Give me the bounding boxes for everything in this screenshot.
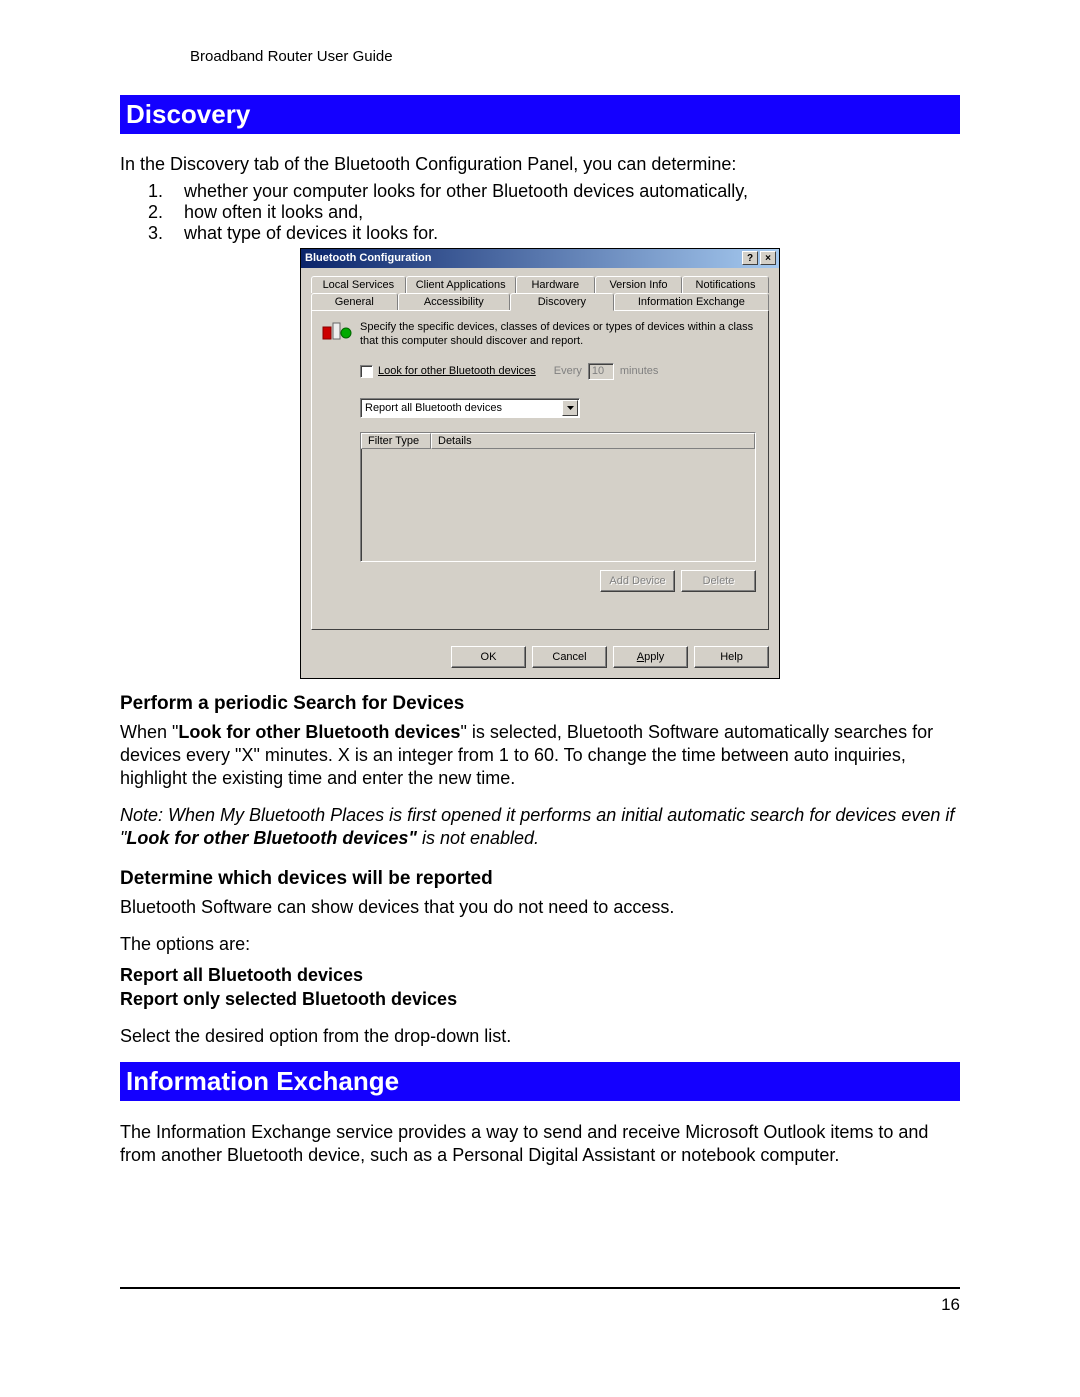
tabs-row-1: Local Services Client Applications Hardw… [311, 276, 769, 293]
tab-hardware[interactable]: Hardware [516, 276, 595, 293]
footer-rule [120, 1287, 960, 1289]
tab-local-services[interactable]: Local Services [311, 276, 406, 293]
tab-accessibility[interactable]: Accessibility [398, 293, 510, 310]
tab-discovery[interactable]: Discovery [510, 293, 614, 311]
devices-icon [322, 321, 352, 343]
look-checkbox[interactable] [360, 365, 373, 378]
add-device-button[interactable]: Add Device [600, 570, 675, 592]
options-intro: The options are: [120, 933, 960, 956]
combo-text: Report all Bluetooth devices [361, 402, 561, 414]
cancel-button[interactable]: Cancel [532, 646, 607, 668]
dialog-titlebar: Bluetooth Configuration ? × [301, 249, 779, 268]
document-page: Broadband Router User Guide Discovery In… [0, 0, 1080, 1397]
section-title-info-exchange: Information Exchange [120, 1062, 960, 1101]
bluetooth-config-dialog: Bluetooth Configuration ? × Local Servic… [300, 248, 780, 679]
select-para: Select the desired option from the drop-… [120, 1025, 960, 1048]
spec-text: Specify the specific devices, classes of… [360, 321, 756, 349]
ok-button[interactable]: OK [451, 646, 526, 668]
help-icon[interactable]: ? [742, 251, 758, 265]
minutes-input[interactable]: 10 [588, 363, 614, 380]
col-details[interactable]: Details [431, 433, 755, 449]
tab-panel: Specify the specific devices, classes of… [311, 310, 769, 630]
chevron-down-icon[interactable] [562, 400, 578, 416]
tab-general[interactable]: General [311, 293, 398, 310]
section-title-discovery: Discovery [120, 95, 960, 134]
tab-notifications[interactable]: Notifications [682, 276, 769, 293]
intro-text: In the Discovery tab of the Bluetooth Co… [120, 154, 960, 175]
look-label[interactable]: Look for other Bluetooth devices [378, 365, 536, 377]
subhead-determine-devices: Determine which devices will be reported [120, 868, 960, 890]
intro-list: whether your computer looks for other Bl… [120, 181, 960, 244]
filter-list[interactable]: Filter Type Details [360, 432, 756, 562]
delete-button[interactable]: Delete [681, 570, 756, 592]
tab-version-info[interactable]: Version Info [595, 276, 682, 293]
list-item: how often it looks and, [168, 202, 960, 223]
info-exchange-para: The Information Exchange service provide… [120, 1121, 960, 1167]
list-item: what type of devices it looks for. [168, 223, 960, 244]
page-number: 16 [120, 1295, 960, 1315]
tab-information-exchange[interactable]: Information Exchange [614, 293, 769, 310]
note-para: Note: When My Bluetooth Places is first … [120, 804, 960, 850]
minutes-label: minutes [620, 365, 659, 377]
every-label: Every [554, 365, 582, 377]
report-combo[interactable]: Report all Bluetooth devices [360, 398, 580, 418]
determine-para: Bluetooth Software can show devices that… [120, 896, 960, 919]
tab-client-applications[interactable]: Client Applications [406, 276, 516, 293]
dialog-title: Bluetooth Configuration [305, 252, 740, 264]
apply-button[interactable]: Apply [613, 646, 688, 668]
help-button[interactable]: Help [694, 646, 769, 668]
list-item: whether your computer looks for other Bl… [168, 181, 960, 202]
options-list: Report all Bluetooth devices Report only… [120, 964, 960, 1011]
periodic-search-para: When "Look for other Bluetooth devices" … [120, 721, 960, 790]
page-header: Broadband Router User Guide [190, 48, 960, 65]
subhead-periodic-search: Perform a periodic Search for Devices [120, 693, 960, 715]
col-filter-type[interactable]: Filter Type [361, 433, 431, 449]
close-icon[interactable]: × [760, 251, 776, 265]
tabs-row-2: General Accessibility Discovery Informat… [311, 293, 769, 310]
